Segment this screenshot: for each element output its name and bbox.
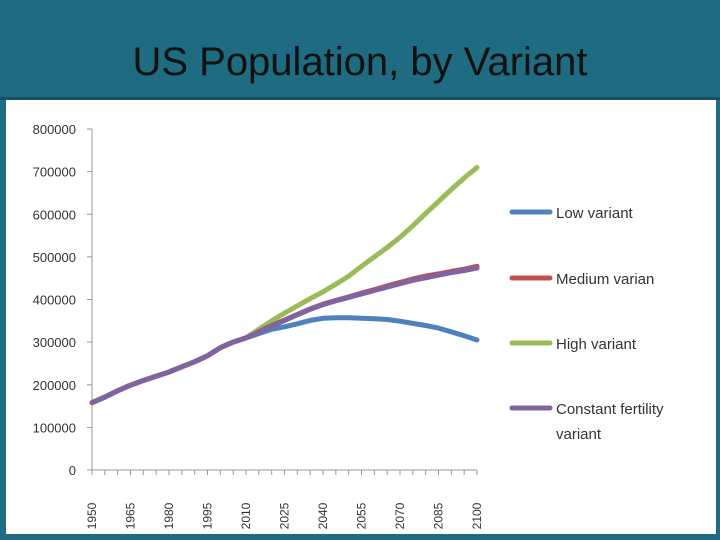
legend-label: Medium varian xyxy=(556,271,654,288)
series-line-low-variant xyxy=(89,315,480,406)
frame-border-left xyxy=(0,100,6,540)
frame-border-right xyxy=(716,100,720,540)
x-tick-label: 2040 xyxy=(316,502,330,529)
legend-label: Constant fertility variant xyxy=(556,401,664,443)
slide-body: 0 100000 200000 300000 400000 500000 600000 700… xyxy=(0,100,720,540)
frame-border-bottom xyxy=(0,534,720,540)
x-tick-label: 2010 xyxy=(239,502,253,529)
legend-label-line: variant xyxy=(556,426,602,443)
y-tick-label: 100000 xyxy=(33,420,76,435)
series-line-high-variant xyxy=(89,164,480,406)
y-tick-label: 0 xyxy=(69,463,76,478)
x-tick-label: 1980 xyxy=(162,502,176,529)
legend-label: High variant xyxy=(556,336,637,353)
x-tick-label: 2100 xyxy=(470,502,484,529)
legend-label-line: Constant fertility xyxy=(556,401,664,418)
y-tick-label: 600000 xyxy=(33,207,76,222)
x-tick-label: 2085 xyxy=(432,502,446,529)
y-tick-label: 700000 xyxy=(33,165,76,180)
y-tick-label: 500000 xyxy=(33,250,76,265)
x-tick-label: 2070 xyxy=(393,502,407,529)
x-tick-label: 2055 xyxy=(355,502,369,529)
y-tick-label: 800000 xyxy=(33,122,76,137)
x-tick-label: 1995 xyxy=(201,502,215,529)
series-line-medium-varian xyxy=(89,263,480,406)
legend-label: Low variant xyxy=(556,205,634,222)
slide-title: US Population, by Variant xyxy=(132,40,588,84)
y-tick-label: 400000 xyxy=(33,293,76,308)
series-line-constant-fertility-variant xyxy=(89,265,480,406)
x-tick-label: 1965 xyxy=(124,502,138,529)
x-tick-label: 2025 xyxy=(278,502,292,529)
x-tick-label: 1950 xyxy=(85,502,99,529)
y-tick-label: 200000 xyxy=(33,378,76,393)
y-tick-label: 300000 xyxy=(33,335,76,350)
population-line-chart: 0 100000 200000 300000 400000 500000 600000 700… xyxy=(33,122,664,529)
title-bar: US Population, by Variant xyxy=(0,0,720,100)
